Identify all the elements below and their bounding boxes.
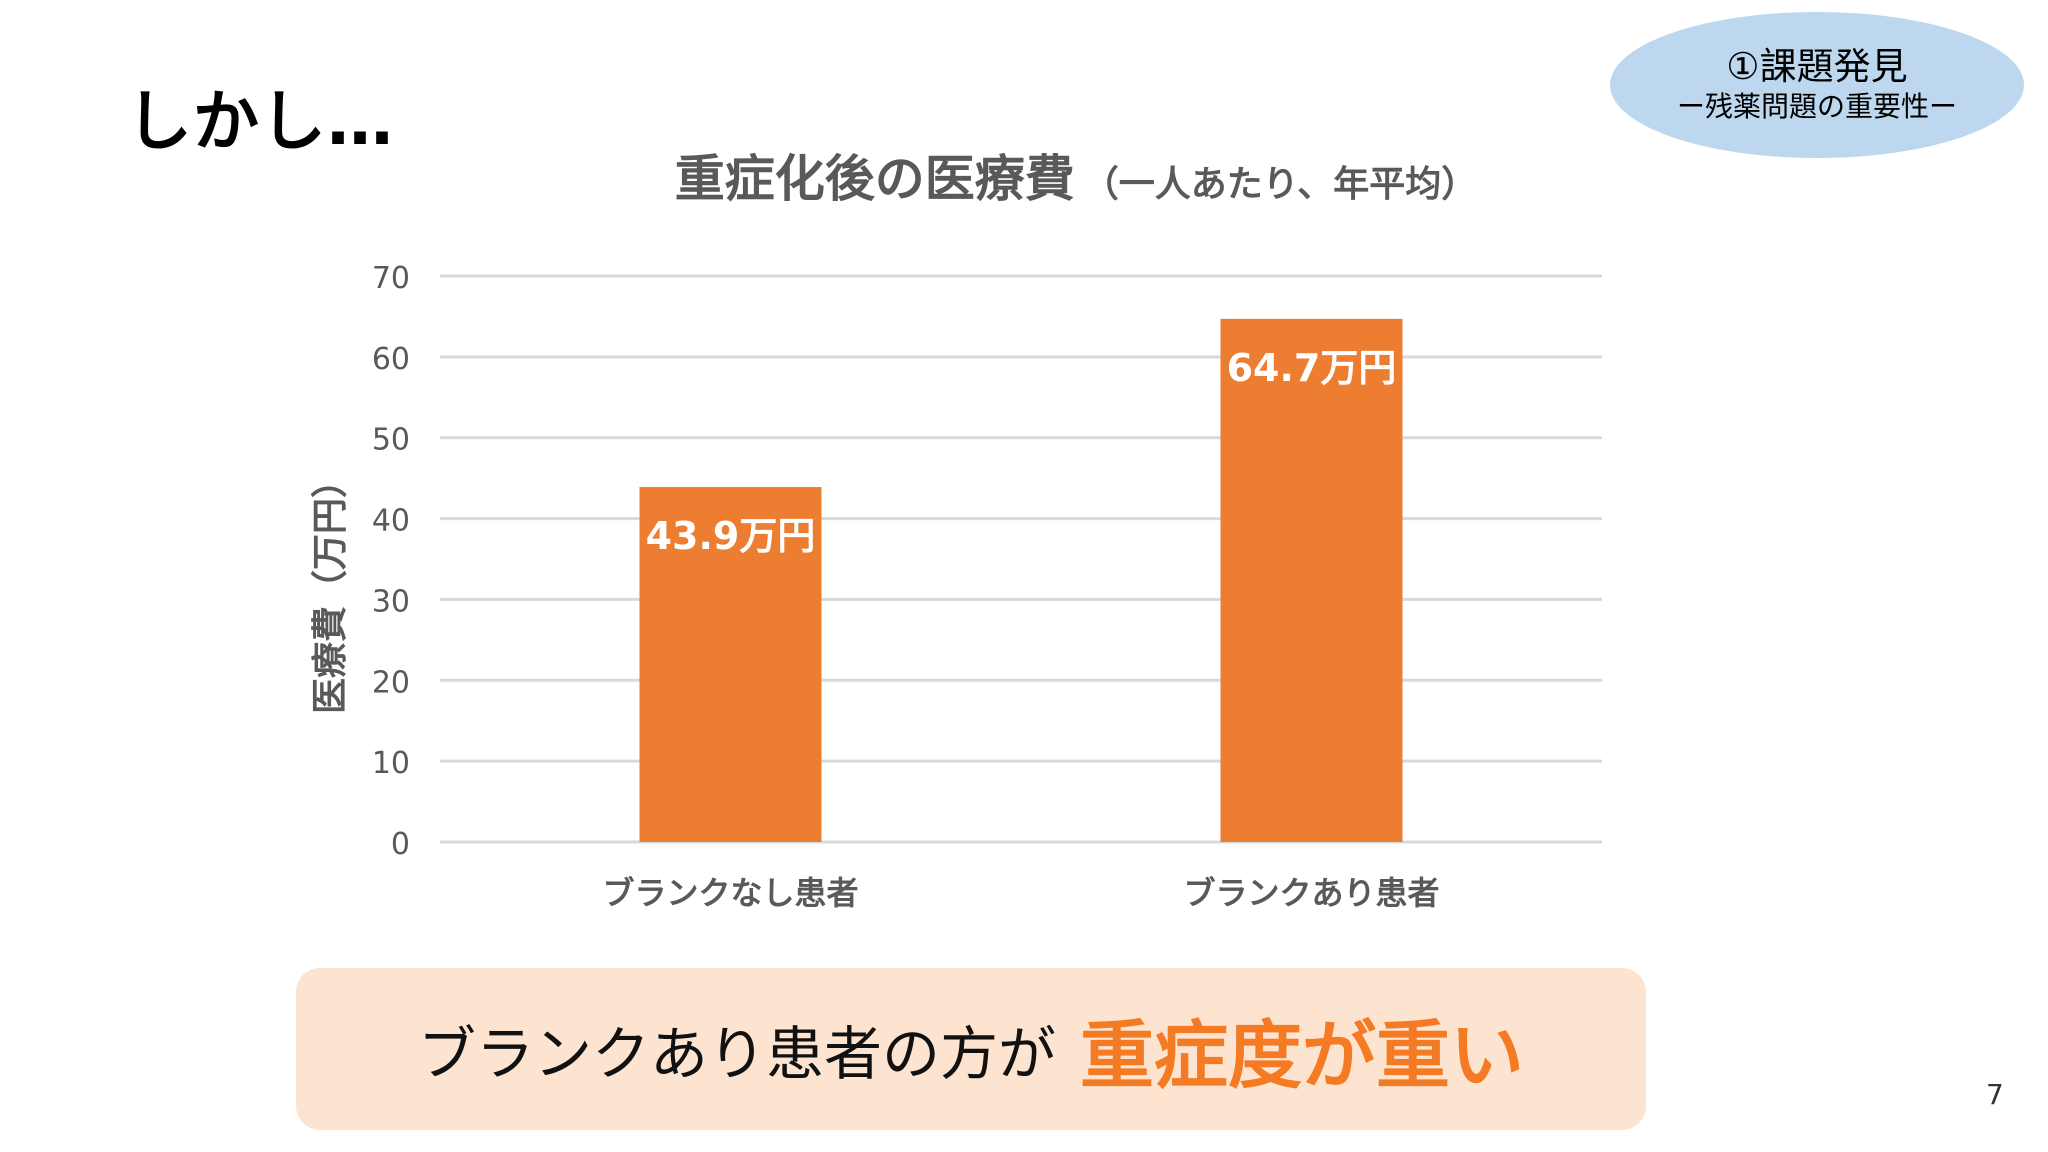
y-axis-label: 医療費（万円）	[310, 462, 351, 714]
bar-data-label: 43.9万円	[646, 514, 816, 558]
section-badge: ①課題発見 ー残薬問題の重要性ー	[1610, 12, 2024, 158]
x-tick-label: ブランクなし患者	[602, 874, 858, 912]
y-tick-label: 10	[372, 746, 410, 781]
y-tick-label: 40	[372, 504, 410, 539]
x-axis-ticks: ブランクなし患者 ブランクあり患者	[602, 874, 1439, 912]
y-tick-label: 30	[372, 584, 410, 619]
badge-subtitle: ー残薬問題の重要性ー	[1676, 90, 1957, 123]
chart-title-main: 重症化後の医療費	[675, 150, 1075, 208]
y-tick-label: 20	[372, 665, 410, 700]
slide-heading: しかし…	[126, 83, 394, 160]
y-tick-label: 0	[391, 827, 410, 862]
y-axis-ticks: 0 10 20 30 40 50 60 70	[372, 261, 410, 862]
chart-title: 重症化後の医療費 （一人あたり、年平均）	[675, 150, 1478, 208]
y-tick-label: 60	[372, 342, 410, 377]
bar-chart: 重症化後の医療費 （一人あたり、年平均） 0 10 20 30 40 50 60 70 43.9…	[310, 150, 1602, 912]
y-tick-label: 50	[372, 423, 410, 458]
conclusion-callout: ブランクあり患者の方が 重症度が重い	[296, 968, 1646, 1130]
bar	[639, 487, 822, 842]
data-labels: 43.9万円 64.7万円	[646, 346, 1397, 558]
callout-lead-text: ブランクあり患者の方が	[417, 1020, 1056, 1088]
y-tick-label: 70	[372, 261, 410, 296]
chart-title-subtitle: （一人あたり、年平均）	[1083, 164, 1478, 205]
gridlines	[440, 274, 1602, 844]
bar	[1220, 318, 1403, 843]
x-tick-label: ブランクあり患者	[1183, 874, 1439, 912]
callout-emphasis-text: 重症度が重い	[1080, 1012, 1524, 1099]
page-number: 7	[1986, 1078, 2004, 1111]
bars	[639, 318, 1403, 843]
badge-title: ①課題発見	[1726, 45, 1908, 88]
bar-data-label: 64.7万円	[1227, 346, 1397, 390]
